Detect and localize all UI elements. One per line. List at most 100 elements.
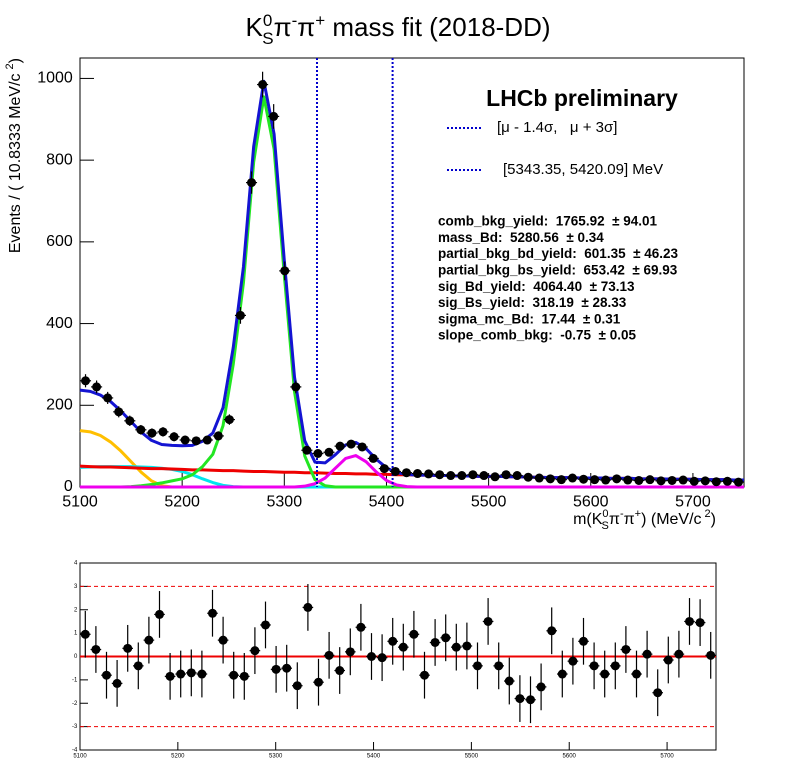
data-point [441,633,451,643]
label-part: π [609,511,620,528]
x-tick-label: 5700 [675,493,711,510]
label-part: 0 [602,508,608,520]
data-point [282,663,292,673]
fit-parameter: sig_Bd_yield: 4064.40 ± 73.13 [438,279,635,294]
data-point [169,432,179,442]
data-point [229,670,239,680]
label-part: π [624,511,635,528]
y-tick-label: -4 [72,748,78,754]
data-point [302,445,312,455]
data-point [388,636,398,646]
title-part: mass fit (2018-DD) [325,12,550,42]
y-tick-label: 400 [46,315,73,332]
data-point [420,670,430,680]
data-point [158,427,168,437]
data-point [258,80,268,90]
data-point [711,477,721,487]
title-part: - [292,11,298,30]
data-point [390,466,400,476]
data-point [483,616,493,626]
data-point [147,428,157,438]
data-point [235,310,245,320]
y-tick-label: -2 [72,701,78,707]
data-point [356,622,366,632]
x-tick-label: 5400 [367,753,381,759]
y-tick-label: 1000 [37,70,73,87]
data-point [557,669,567,679]
data-point [695,618,705,628]
data-point [280,266,290,276]
chart-title: K0 Sπ-π+ mass fit (2018-DD) [245,11,550,48]
x-tick-label: 5100 [62,493,98,510]
data-point [678,475,688,485]
x-axis-label: m(K0 Sπ-π+) (MeV/c 2) [573,508,716,532]
data-point [398,642,408,652]
label-part: ) (MeV/c [641,511,701,528]
data-point [368,453,378,463]
data-point [103,393,113,403]
data-point [589,661,599,671]
data-point [545,474,555,484]
data-point [207,608,217,618]
data-point [547,626,557,636]
fit-parameter: slope_comb_bkg: -0.75 ± 0.05 [438,328,636,343]
data-point [501,470,511,480]
data-point [567,473,577,483]
data-point [125,416,135,426]
data-point [656,476,666,486]
data-point [642,649,652,659]
y-tick-label: -1 [72,677,78,683]
data-point [133,661,143,671]
data-point [165,671,175,681]
data-point [525,695,535,705]
data-point [494,661,504,671]
data-point [186,668,196,678]
fit-parameter: partial_bkg_bs_yield: 653.42 ± 69.93 [438,262,678,277]
data-point [435,470,445,480]
data-point [684,616,694,626]
fit-parameter: comb_bkg_yield: 1765.92 ± 94.01 [438,214,658,229]
data-point [409,629,419,639]
data-point [536,682,546,692]
data-point [314,677,323,687]
data-point [250,646,260,656]
data-point [674,649,684,659]
data-point [247,178,257,188]
data-point [600,669,610,679]
x-tick-label: 5600 [563,753,577,759]
data-point [523,472,533,482]
data-point [313,448,323,458]
annotation: LHCb preliminary [486,85,678,111]
title-part: S [262,29,273,48]
y-tick-label: 4 [74,561,78,567]
data-point [335,441,345,451]
data-point [345,647,355,657]
data-point [303,602,313,612]
data-point [346,439,356,449]
data-point [191,436,201,446]
data-point [291,382,301,392]
data-point [632,669,641,679]
label-part: ) [711,511,716,528]
data-point [645,475,655,485]
y-tick-label: 0 [74,654,78,660]
data-point [102,670,112,680]
label-part: S [602,520,609,532]
data-point [689,476,699,486]
data-point [504,676,514,686]
data-point [239,671,249,681]
y-tick-label: 200 [46,397,73,414]
data-point [81,376,91,386]
x-tick-label: 5100 [73,753,87,759]
title-part: π [297,12,315,42]
legend-label: [μ - 1.4σ, μ + 3σ] [497,119,617,136]
data-point [155,609,164,619]
fit-parameter: sigma_mc_Bd: 17.44 ± 0.31 [438,311,621,326]
data-point [91,644,101,654]
label-part: m(K [573,511,603,528]
data-point [446,471,456,481]
data-point [292,681,302,691]
data-point [176,669,186,679]
label-part: 2 [705,508,711,520]
